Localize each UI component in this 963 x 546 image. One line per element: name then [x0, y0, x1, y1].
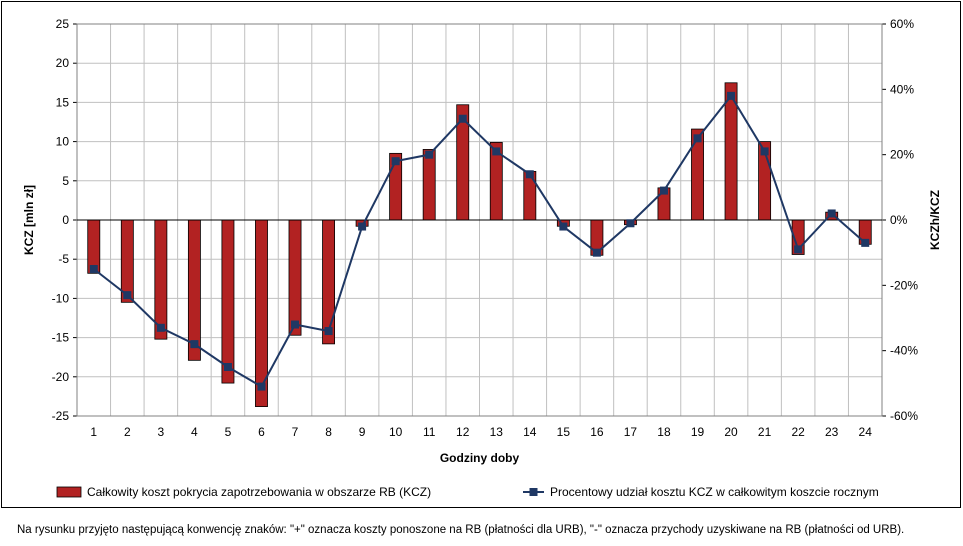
x-axis-title: Godziny doby	[440, 451, 520, 465]
line-marker	[794, 245, 803, 254]
x-tick-label: 7	[292, 425, 299, 439]
line-marker	[559, 222, 568, 231]
legend-line-marker	[529, 488, 538, 496]
line-marker	[156, 323, 165, 332]
y-left-tick-label: -10	[52, 291, 70, 305]
y-left-tick-label: -20	[52, 370, 70, 384]
line-marker	[89, 265, 98, 273]
y-right-tick-label: 0%	[890, 213, 908, 227]
y-right-axis-title: KCZh/KCZ	[928, 190, 942, 250]
bar	[422, 149, 436, 221]
x-tick-label: 3	[158, 425, 165, 439]
x-tick-label: 6	[258, 425, 265, 439]
x-tick-label: 21	[758, 425, 772, 439]
line-marker	[861, 238, 870, 247]
x-tick-label: 24	[859, 425, 873, 439]
bar	[187, 219, 201, 361]
line-marker	[190, 340, 199, 349]
line-marker	[827, 209, 836, 218]
line-marker	[123, 291, 132, 300]
line-marker	[257, 382, 266, 391]
x-tick-label: 5	[225, 425, 232, 439]
y-right-tick-label: -40%	[890, 344, 918, 358]
x-tick-label: 1	[90, 425, 97, 439]
line-marker	[291, 320, 300, 329]
series-line	[93, 94, 866, 388]
y-left-tick-label: 10	[56, 135, 70, 149]
bar	[322, 219, 335, 345]
y-left-tick-label: -15	[52, 331, 70, 345]
x-tick-label: 23	[825, 425, 839, 439]
x-tick-label: 12	[456, 425, 470, 439]
x-tick-label: 19	[691, 425, 705, 439]
line-marker	[727, 91, 736, 100]
line-marker	[693, 134, 702, 143]
bar	[691, 128, 704, 221]
line-marker	[391, 157, 400, 166]
x-tick-label: 17	[624, 425, 638, 439]
line-marker	[626, 219, 635, 228]
line-marker	[324, 327, 333, 336]
bar	[154, 219, 168, 340]
x-tick-label: 8	[325, 425, 332, 439]
bar	[120, 219, 134, 303]
line-marker	[223, 363, 232, 371]
line-marker	[358, 222, 367, 231]
line-marker	[492, 147, 501, 156]
y-right-tick-label: 40%	[890, 82, 914, 96]
x-tick-label: 11	[423, 425, 436, 439]
x-tick-label: 10	[389, 425, 403, 439]
y-left-tick-label: 0	[62, 213, 69, 227]
x-tick-label: 14	[523, 425, 537, 439]
line-marker	[760, 147, 769, 156]
line-marker	[659, 186, 668, 195]
bar	[288, 219, 302, 336]
x-tick-label: 13	[490, 425, 504, 439]
chart-frame: 25 20 15 10 5 0 -5 -10 -15 -20 -25 60% 40% 20% 0% -20% -…	[1, 1, 961, 508]
y-left-tick-label: 5	[62, 174, 69, 188]
line-marker	[425, 150, 434, 159]
x-tick-label: 22	[791, 425, 805, 439]
y-right-tick-label: -60%	[890, 409, 918, 423]
line-marker	[458, 114, 467, 123]
bar	[523, 170, 537, 221]
y-left-tick-label: 15	[56, 95, 70, 109]
legend-line-label: Procentowy udział kosztu KCZ w całkowity…	[550, 485, 879, 499]
footnote: Na rysunku przyjęto następującą konwencj…	[17, 524, 905, 536]
y-left-tick-label: 20	[56, 56, 70, 70]
x-tick-label: 2	[124, 425, 131, 439]
x-tick-label: 4	[191, 425, 198, 439]
chart-svg: 2520151050-5-10-15-20-2560%40%20%0%-20%-…	[22, 17, 942, 499]
y-right-tick-label: 20%	[890, 148, 914, 162]
x-tick-label: 16	[590, 425, 604, 439]
y-right-tick-label: 60%	[890, 17, 914, 31]
y-right-tick-label: -20%	[890, 278, 918, 292]
y-left-tick-label: -25	[52, 409, 70, 423]
line-marker	[525, 170, 534, 179]
x-tick-label: 20	[724, 425, 738, 439]
y-left-tick-label: 25	[56, 17, 70, 31]
legend-bar-swatch	[56, 486, 82, 498]
x-tick-label: 9	[359, 425, 366, 439]
x-tick-label: 18	[657, 425, 671, 439]
y-left-axis-title: KCZ [mln zł]	[22, 185, 36, 255]
y-left-tick-label: -5	[58, 252, 69, 266]
x-tick-label: 15	[557, 425, 571, 439]
bar	[221, 219, 235, 384]
line-marker	[592, 248, 601, 257]
legend-bar-label: Całkowity koszt pokrycia zapotrzebowania…	[87, 485, 431, 499]
